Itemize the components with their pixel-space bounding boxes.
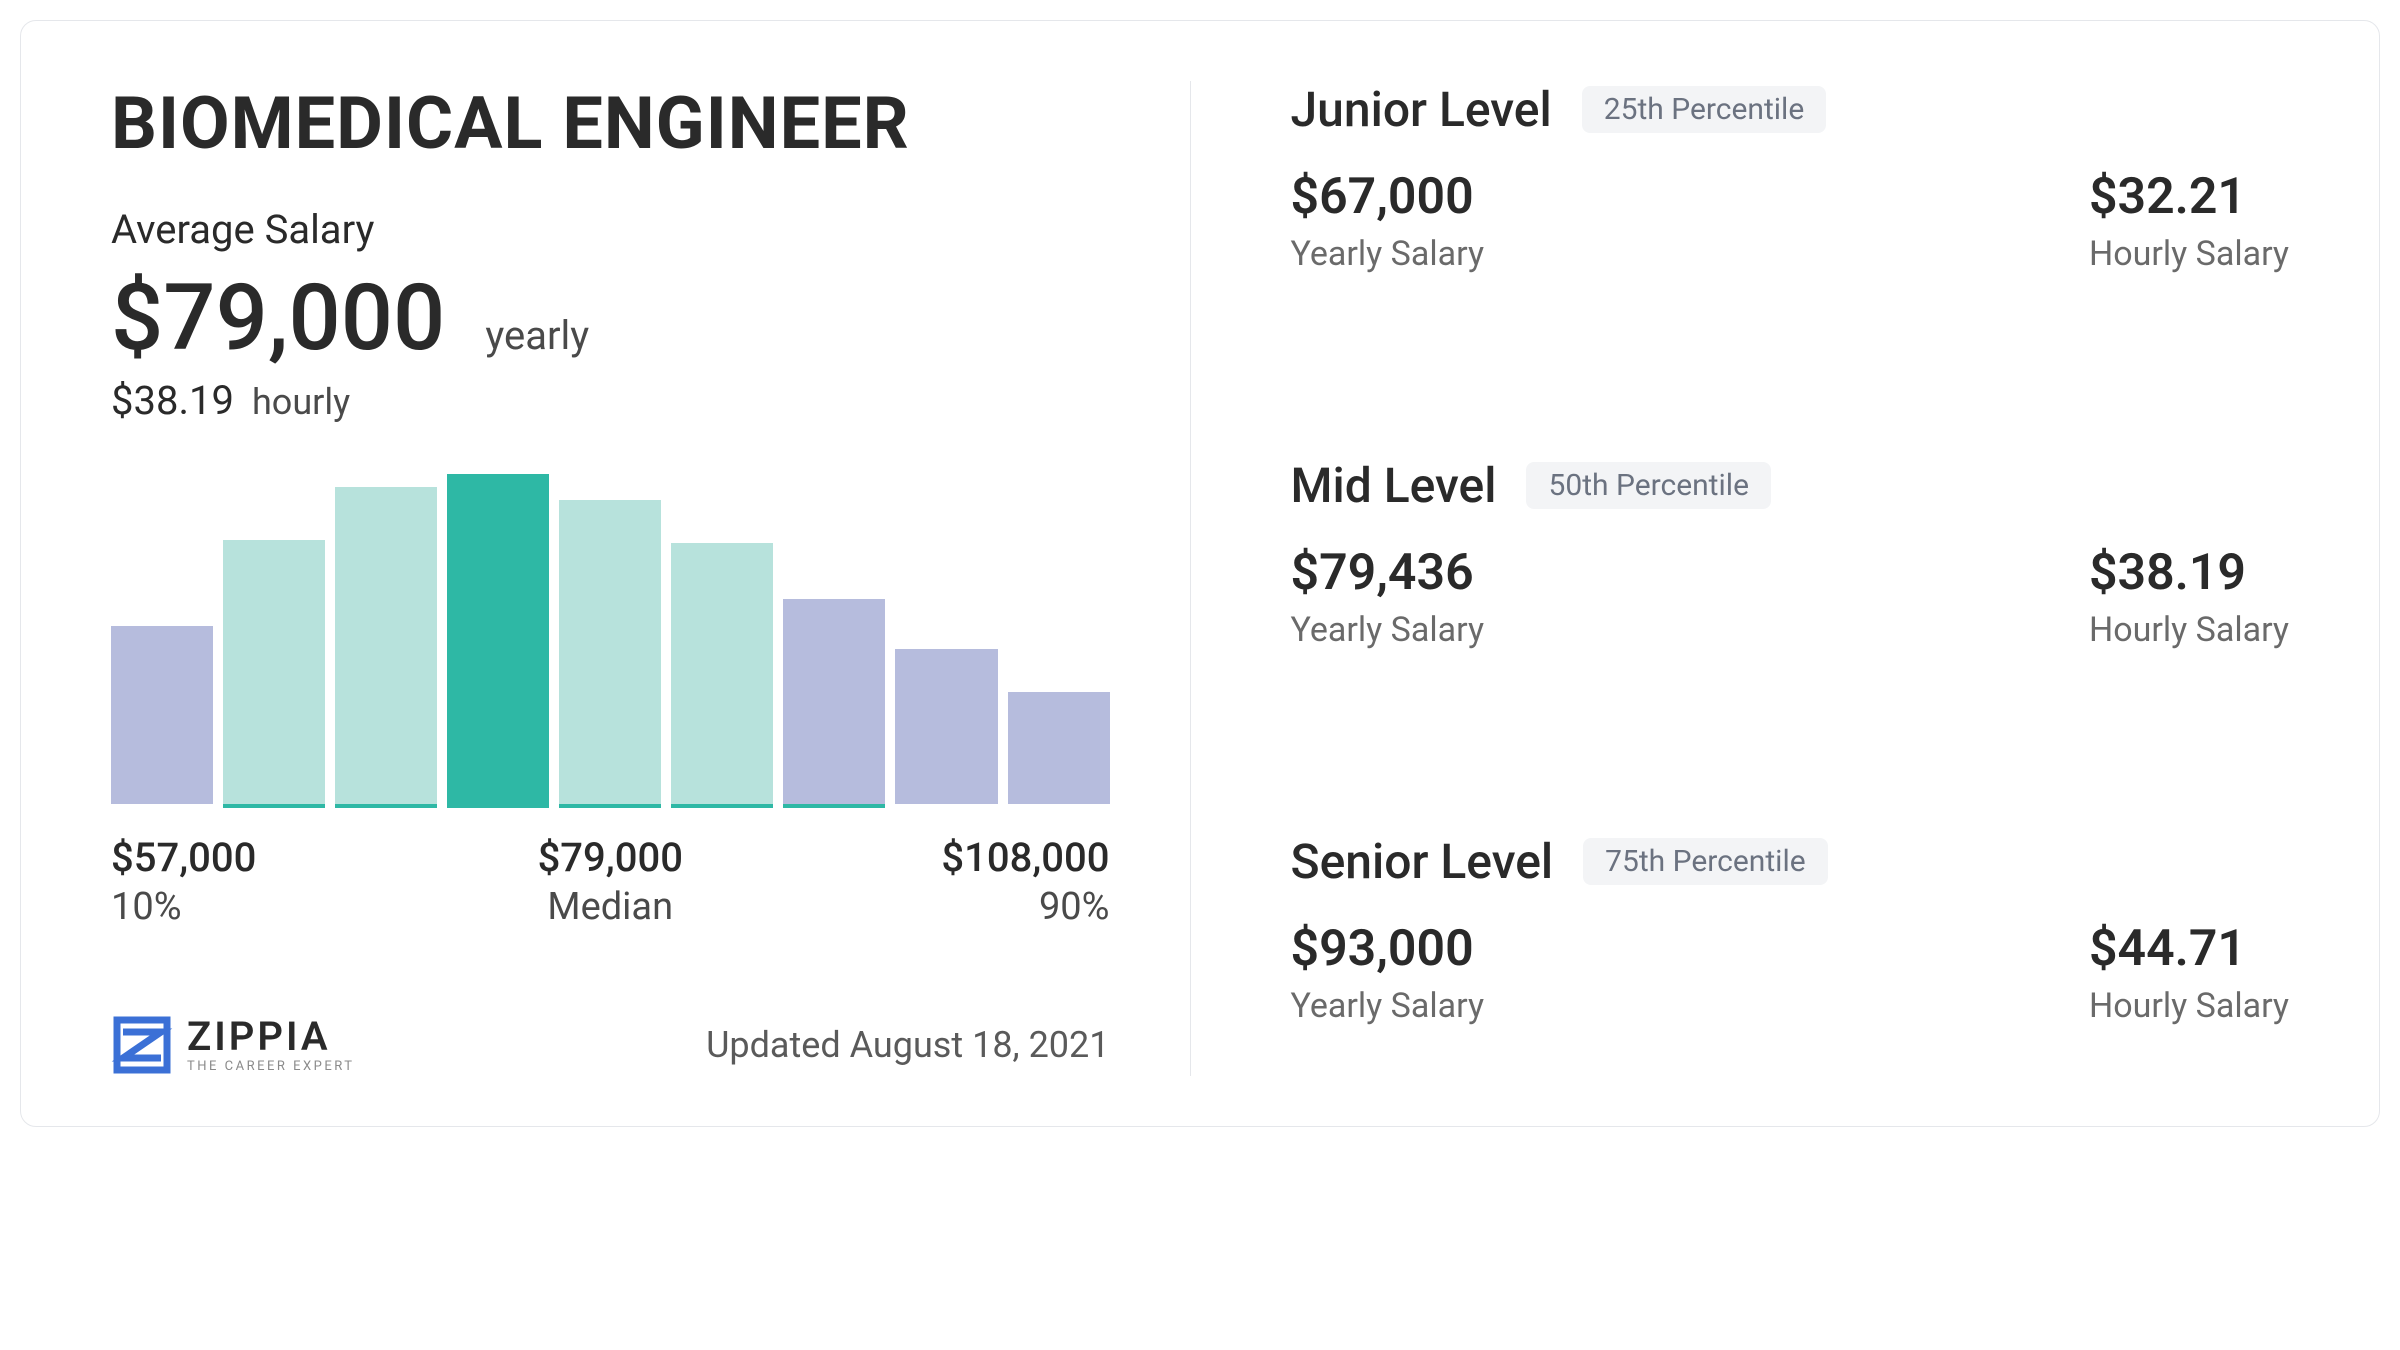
- salary-card: BIOMEDICAL ENGINEER Average Salary $79,0…: [20, 20, 2380, 1127]
- axis-mid-sub: Median: [538, 885, 683, 929]
- histogram-bars: [111, 474, 1110, 804]
- bar-underline: [559, 804, 661, 808]
- histogram-bar: [559, 500, 661, 804]
- axis-left-sub: 10%: [111, 885, 256, 929]
- axis-left-amount: $57,000: [111, 834, 256, 881]
- footer-row: ZIPPIA THE CAREER EXPERT Updated August …: [111, 1014, 1110, 1076]
- zippia-icon: [111, 1014, 173, 1076]
- level-name: Junior Level: [1291, 81, 1552, 138]
- hourly-salary-row: $38.19 hourly: [111, 377, 1110, 424]
- bar-underline: [335, 804, 437, 808]
- histogram-bar: [335, 487, 437, 804]
- level-hourly-amount: $32.21: [2089, 168, 2289, 226]
- histogram-bar: [1008, 692, 1110, 804]
- axis-right-sub: 90%: [941, 885, 1109, 929]
- avg-salary-label: Average Salary: [111, 206, 1110, 253]
- level-yearly-col: $93,000 Yearly Salary: [1291, 920, 1485, 1026]
- bar-underline: [447, 804, 549, 808]
- level-yearly-label: Yearly Salary: [1291, 986, 1485, 1026]
- level-header: Senior Level 75th Percentile: [1291, 833, 2290, 890]
- level-row: $79,436 Yearly Salary $38.19 Hourly Salary: [1291, 544, 2290, 650]
- yearly-amount: $79,000: [111, 273, 445, 365]
- level-hourly-col: $44.71 Hourly Salary: [2089, 920, 2289, 1026]
- bar-underline: [223, 804, 325, 808]
- level-yearly-amount: $67,000: [1291, 168, 1485, 226]
- percentile-badge: 50th Percentile: [1526, 462, 1771, 509]
- level-yearly-amount: $79,436: [1291, 544, 1485, 602]
- axis-mid-amount: $79,000: [538, 834, 683, 881]
- yearly-salary-row: $79,000 yearly: [111, 273, 1110, 365]
- level-header: Junior Level 25th Percentile: [1291, 81, 2290, 138]
- right-panel: Junior Level 25th Percentile $67,000 Yearly…: [1191, 81, 2290, 1076]
- level-row: $67,000 Yearly Salary $32.21 Hourly Salary: [1291, 168, 2290, 274]
- left-panel: BIOMEDICAL ENGINEER Average Salary $79,0…: [111, 81, 1191, 1076]
- level-block: Junior Level 25th Percentile $67,000 Yearly…: [1291, 81, 2290, 274]
- logo: ZIPPIA THE CAREER EXPERT: [111, 1014, 355, 1076]
- histogram-bar: [895, 649, 997, 804]
- job-title: BIOMEDICAL ENGINEER: [111, 81, 1110, 166]
- level-yearly-label: Yearly Salary: [1291, 610, 1485, 650]
- histogram-bar: [223, 540, 325, 804]
- bar-underline: [783, 804, 885, 808]
- yearly-label: yearly: [485, 312, 589, 359]
- salary-histogram: $57,000 10% $79,000 Median $108,000 90%: [111, 474, 1110, 954]
- hourly-label: hourly: [252, 381, 350, 423]
- logo-name: ZIPPIA: [187, 1017, 355, 1057]
- level-hourly-label: Hourly Salary: [2089, 986, 2289, 1026]
- level-hourly-col: $32.21 Hourly Salary: [2089, 168, 2289, 274]
- axis-right-amount: $108,000: [941, 834, 1109, 881]
- level-hourly-amount: $44.71: [2089, 920, 2289, 978]
- axis-labels: $57,000 10% $79,000 Median $108,000 90%: [111, 834, 1110, 954]
- level-hourly-col: $38.19 Hourly Salary: [2089, 544, 2289, 650]
- logo-text: ZIPPIA THE CAREER EXPERT: [187, 1017, 355, 1074]
- axis-mid: $79,000 Median: [538, 834, 683, 929]
- level-block: Mid Level 50th Percentile $79,436 Yearly Sa…: [1291, 457, 2290, 650]
- updated-date: Updated August 18, 2021: [706, 1024, 1109, 1066]
- histogram-bar: [671, 543, 773, 804]
- axis-left: $57,000 10%: [111, 834, 256, 929]
- level-yearly-col: $79,436 Yearly Salary: [1291, 544, 1485, 650]
- level-name: Mid Level: [1291, 457, 1497, 514]
- bar-underline: [671, 804, 773, 808]
- level-header: Mid Level 50th Percentile: [1291, 457, 2290, 514]
- level-block: Senior Level 75th Percentile $93,000 Yearly…: [1291, 833, 2290, 1026]
- level-hourly-label: Hourly Salary: [2089, 610, 2289, 650]
- axis-right: $108,000 90%: [941, 834, 1109, 929]
- level-yearly-col: $67,000 Yearly Salary: [1291, 168, 1485, 274]
- level-name: Senior Level: [1291, 833, 1554, 890]
- level-row: $93,000 Yearly Salary $44.71 Hourly Salary: [1291, 920, 2290, 1026]
- level-hourly-amount: $38.19: [2089, 544, 2289, 602]
- percentile-badge: 25th Percentile: [1582, 86, 1827, 133]
- hourly-amount: $38.19: [111, 377, 234, 424]
- level-yearly-label: Yearly Salary: [1291, 234, 1485, 274]
- level-yearly-amount: $93,000: [1291, 920, 1485, 978]
- histogram-bar: [447, 474, 549, 804]
- histogram-bar: [783, 599, 885, 804]
- level-hourly-label: Hourly Salary: [2089, 234, 2289, 274]
- percentile-badge: 75th Percentile: [1583, 838, 1828, 885]
- histogram-bar: [111, 626, 213, 804]
- logo-sub: THE CAREER EXPERT: [187, 1059, 355, 1074]
